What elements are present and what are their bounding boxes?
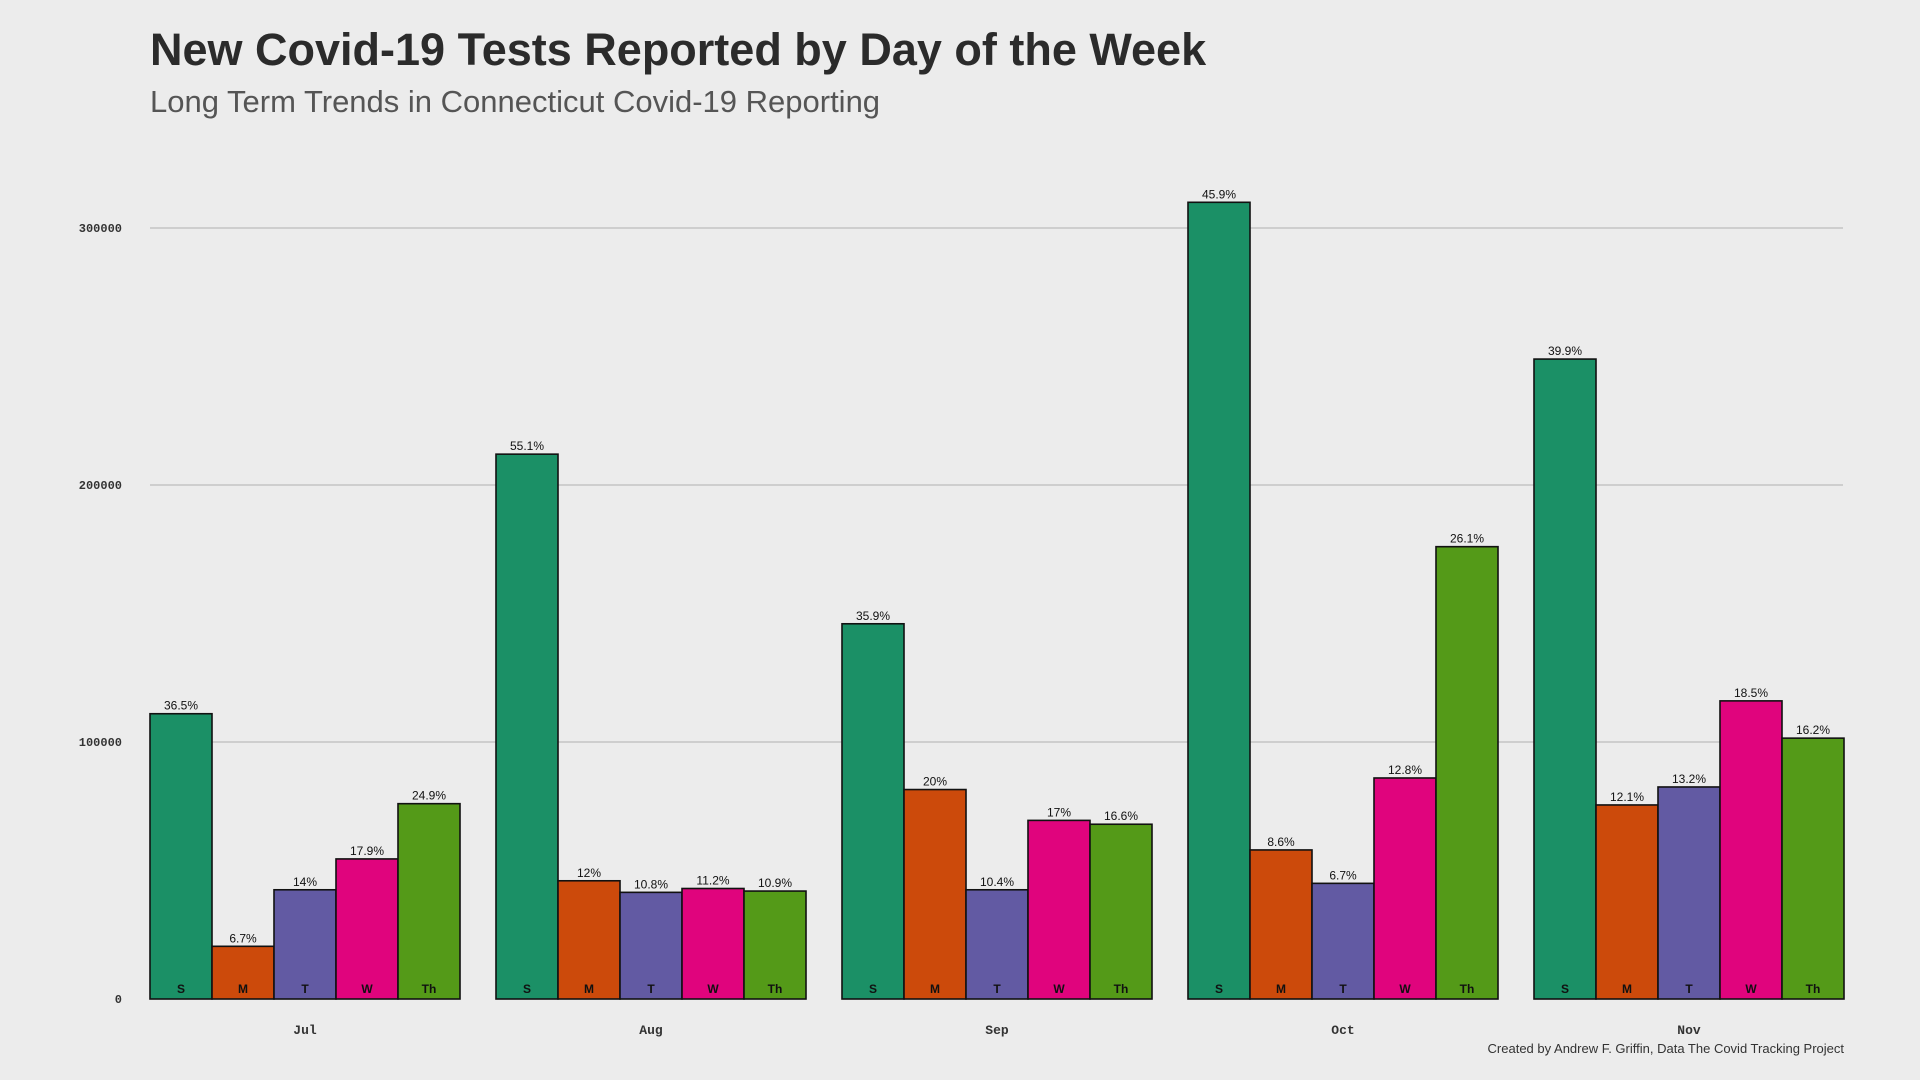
bar-day-label: Th xyxy=(422,982,437,996)
data-label: 10.9% xyxy=(758,876,792,890)
y-tick-label: 0 xyxy=(115,993,122,1007)
data-label: 12.1% xyxy=(1610,790,1644,804)
bar-day-label: W xyxy=(707,982,719,996)
bar xyxy=(1027,819,1091,1000)
bar-day-label: M xyxy=(930,982,940,996)
bar xyxy=(397,802,461,1000)
bar-day-label: S xyxy=(1215,982,1223,996)
bar-day-label: Th xyxy=(768,982,783,996)
data-label: 8.6% xyxy=(1267,835,1295,849)
data-label: 26.1% xyxy=(1450,532,1484,546)
bar xyxy=(273,888,337,1000)
bar xyxy=(149,712,213,1000)
bar-day-label: W xyxy=(361,982,373,996)
bar xyxy=(1249,849,1313,1000)
data-label: 6.7% xyxy=(1329,868,1357,882)
data-label: 6.7% xyxy=(229,931,257,945)
bar-day-label: W xyxy=(1745,982,1757,996)
bar-day-label: S xyxy=(869,982,877,996)
x-tick-label: Jul xyxy=(293,1023,317,1038)
data-label: 14% xyxy=(293,875,317,889)
bar-day-label: W xyxy=(1399,982,1411,996)
bar-day-label: T xyxy=(1685,982,1693,996)
bar xyxy=(619,891,683,1000)
bar xyxy=(1373,777,1437,1000)
bar-day-label: M xyxy=(584,982,594,996)
bar-day-label: W xyxy=(1053,982,1065,996)
data-label: 35.9% xyxy=(856,609,890,623)
bar-day-label: M xyxy=(1276,982,1286,996)
x-tick-label: Aug xyxy=(639,1023,663,1038)
data-label: 11.2% xyxy=(696,873,729,887)
data-label: 17.9% xyxy=(350,844,384,858)
bar-day-label: T xyxy=(1339,982,1347,996)
bar xyxy=(1435,545,1499,1000)
bar xyxy=(1187,201,1251,1000)
bar-day-label: S xyxy=(177,982,185,996)
bar-day-label: M xyxy=(1622,982,1632,996)
chart-caption: Created by Andrew F. Griffin, Data The C… xyxy=(1487,1041,1844,1056)
bar-day-label: Th xyxy=(1114,982,1129,996)
bar xyxy=(841,622,905,1000)
bar xyxy=(1533,358,1597,1000)
data-label: 18.5% xyxy=(1734,686,1768,700)
chart-title: New Covid-19 Tests Reported by Day of th… xyxy=(150,24,1207,75)
bar-day-label: Th xyxy=(1460,982,1475,996)
bar xyxy=(335,858,399,1000)
bar xyxy=(557,879,621,1000)
bar xyxy=(495,453,559,1000)
bar xyxy=(743,890,807,1000)
bar xyxy=(1089,823,1153,1000)
bar xyxy=(681,887,745,1000)
bar-day-label: T xyxy=(301,982,309,996)
bar xyxy=(1311,882,1375,1000)
bar-day-label: S xyxy=(523,982,531,996)
bar-day-label: T xyxy=(647,982,655,996)
y-tick-label: 100000 xyxy=(79,736,122,750)
bar-day-label: Th xyxy=(1806,982,1821,996)
data-label: 45.9% xyxy=(1202,187,1236,201)
data-label: 24.9% xyxy=(412,789,446,803)
data-label: 17% xyxy=(1047,805,1071,819)
bar xyxy=(903,788,967,1000)
data-label: 12.8% xyxy=(1388,763,1422,777)
bar-day-label: S xyxy=(1561,982,1569,996)
bar xyxy=(1719,700,1783,1000)
data-label: 12% xyxy=(577,866,601,880)
bar xyxy=(965,888,1029,1000)
x-tick-label: Sep xyxy=(985,1023,1009,1038)
x-tick-label: Nov xyxy=(1677,1023,1701,1038)
data-label: 20% xyxy=(923,775,947,789)
data-label: 10.4% xyxy=(980,875,1014,889)
bar xyxy=(1781,737,1845,1000)
data-label: 16.6% xyxy=(1104,809,1138,823)
x-tick-label: Oct xyxy=(1331,1023,1354,1038)
bar-day-label: M xyxy=(238,982,248,996)
data-label: 36.5% xyxy=(164,699,198,713)
data-label: 39.9% xyxy=(1548,344,1582,358)
data-label: 55.1% xyxy=(510,439,544,453)
bar-day-label: T xyxy=(993,982,1001,996)
chart-subtitle: Long Term Trends in Connecticut Covid-19… xyxy=(150,84,881,119)
y-tick-label: 300000 xyxy=(79,222,122,236)
data-label: 10.8% xyxy=(634,877,668,891)
bar xyxy=(1595,804,1659,1000)
data-label: 16.2% xyxy=(1796,723,1830,737)
y-tick-label: 200000 xyxy=(79,479,122,493)
data-label: 13.2% xyxy=(1672,772,1706,786)
bar xyxy=(1657,786,1721,1000)
